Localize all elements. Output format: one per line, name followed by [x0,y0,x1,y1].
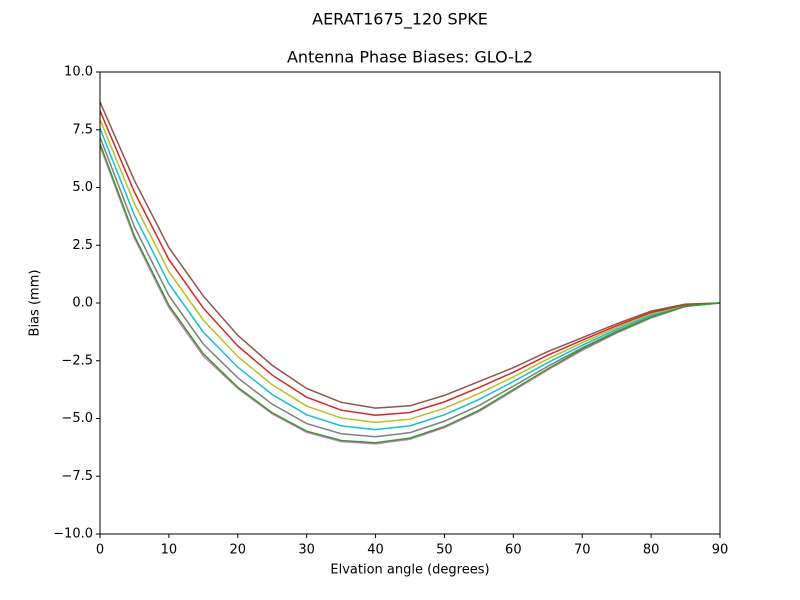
y-tick-label: −2.5 [61,353,93,368]
x-tick-label: 10 [161,543,178,558]
series-line [100,101,720,409]
y-tick-label: 10.0 [64,65,93,80]
x-tick-label: 50 [436,543,453,558]
x-tick-label: 20 [230,543,247,558]
x-tick-label: 60 [505,543,522,558]
suptitle: AERAT1675_120 SPKE [312,10,488,30]
x-tick-label: 70 [574,543,591,558]
y-tick-label: 0.0 [72,296,93,311]
plot-frame [99,71,721,535]
series-line [100,119,720,424]
x-tick-label: 0 [96,543,104,558]
series-line [100,145,720,445]
series-line [100,110,720,417]
y-tick-label: 5.0 [72,180,93,195]
series-line [100,128,720,431]
series-line [100,143,720,444]
y-tick-label: −5.0 [61,411,93,426]
x-tick-label: 40 [367,543,384,558]
y-tick-label: −10.0 [53,527,93,542]
x-tick-label: 90 [712,543,729,558]
y-axis-label: Bias (mm) [28,270,43,337]
x-tick-label: 30 [298,543,315,558]
y-tick-label: −7.5 [61,469,93,484]
chart-title: Antenna Phase Biases: GLO-L2 [287,48,533,67]
x-tick-label: 80 [643,543,660,558]
y-tick-label: 2.5 [72,238,93,253]
y-tick-label: 7.5 [72,122,93,137]
series-line [100,136,720,438]
x-axis-label: Elvation angle (degrees) [330,563,489,578]
